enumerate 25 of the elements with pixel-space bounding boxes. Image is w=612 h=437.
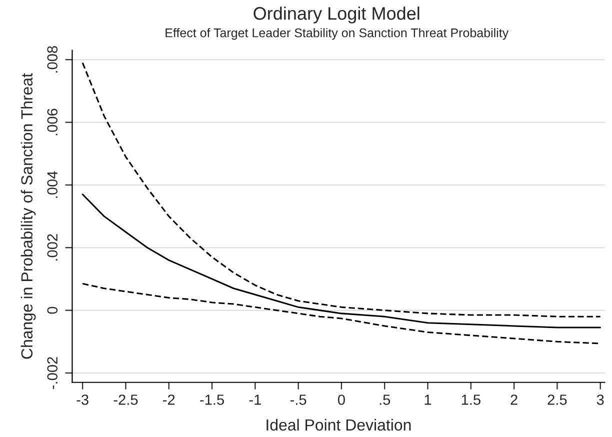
line-series xyxy=(82,194,602,328)
x-tick-label: -.5 xyxy=(290,394,306,405)
x-axis-title: Ideal Point Deviation xyxy=(266,418,411,431)
x-tick-label: -1.5 xyxy=(200,394,224,405)
x-tick-label: 3 xyxy=(596,394,604,405)
y-tick-label: .008 xyxy=(47,46,58,73)
x-tick-label: -2.5 xyxy=(114,394,138,405)
y-tick-label: .006 xyxy=(47,108,58,136)
y-tick-label: .004 xyxy=(47,171,58,198)
x-tick-label: -3 xyxy=(76,394,88,405)
y-tick-label: -.002 xyxy=(47,357,58,389)
x-tick-label: 2.5 xyxy=(548,394,567,405)
x-tick-label: -2 xyxy=(163,394,175,405)
y-tick-label: .002 xyxy=(47,234,58,261)
line-series xyxy=(82,62,602,318)
chart-subtitle: Effect of Target Leader Stability on Sanction Threat Probability xyxy=(166,28,509,40)
y-axis-title: Change in Probability of Sanction Threat xyxy=(20,73,36,359)
x-tick-label: 2 xyxy=(510,394,518,405)
x-tick-label: 1.5 xyxy=(462,394,480,405)
y-tick-label: 0 xyxy=(47,306,58,314)
x-tick-label: -1 xyxy=(249,394,261,405)
x-tick-label: 0 xyxy=(338,394,345,405)
chart-title: Ordinary Logit Model xyxy=(254,6,420,24)
x-tick-label: .5 xyxy=(380,394,390,405)
x-tick-label: 1 xyxy=(424,394,432,405)
